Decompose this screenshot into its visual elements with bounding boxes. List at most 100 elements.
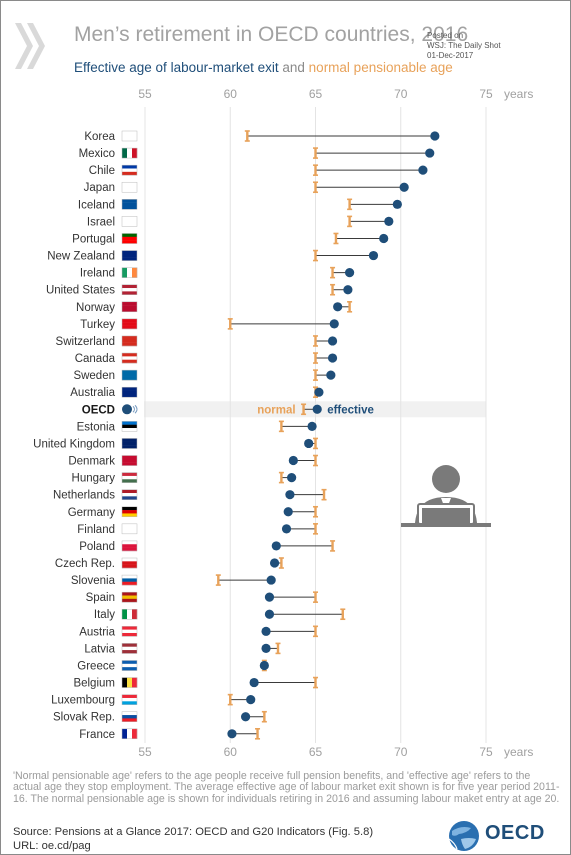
flag-stripe [122, 592, 137, 596]
effective-age-dot [288, 455, 298, 466]
flag-stripe [122, 540, 137, 545]
effective-age-dot [327, 336, 338, 346]
effective-age-dot [240, 712, 251, 722]
double-chevron-icon [15, 23, 45, 69]
effective-age-dot [368, 250, 379, 261]
flag-stripe [132, 677, 138, 688]
flag-stripe [122, 165, 137, 169]
country-label: Israel [87, 216, 115, 228]
oecd-flag-globe [122, 404, 132, 415]
flag-stripe [122, 455, 137, 460]
flag-stripe [122, 564, 137, 569]
country-label: Norway [76, 302, 115, 314]
flag-stripe [122, 506, 137, 511]
credit-overlay: Posted on WSJ: The Daily Shot 01-Dec-2017 [427, 31, 501, 61]
country-label: Australia [70, 387, 115, 399]
flag-stripe [122, 376, 137, 381]
flag-stripe [122, 472, 137, 477]
flag-stripe [122, 387, 137, 391]
x-tick-label-top: 70 [394, 87, 408, 101]
effective-age-dot [399, 182, 409, 192]
effective-age-dot [418, 165, 428, 175]
flag-stripe [122, 629, 137, 634]
flag-stripe [122, 250, 137, 255]
country-label: Germany [68, 507, 116, 519]
flag-stripe [122, 663, 137, 668]
flag-stripe [122, 646, 137, 651]
effective-age-dot [304, 438, 314, 449]
effective-age-dot [314, 387, 324, 397]
url-link[interactable]: URL: oe.cd/pag [13, 840, 91, 852]
flag-stripe [122, 711, 137, 716]
flag-stripe [122, 441, 137, 446]
flag-border [121, 728, 138, 740]
flag-stripe [122, 489, 137, 494]
flag-border [121, 164, 138, 176]
flag-stripe [122, 253, 137, 258]
flag-stripe [122, 718, 137, 722]
x-tick-label-bottom: 65 [309, 745, 323, 759]
dumbbell-chart: 55 55 60 60 65 65 70 70 75 75 years years Korea Mexic… [33, 87, 533, 759]
country-label: OECD [82, 404, 115, 416]
flag-border [121, 386, 138, 398]
effective-annotation: effective [327, 404, 374, 416]
x-tick-label-bottom: 55 [138, 745, 152, 759]
flag-stripe [122, 598, 137, 603]
x-tick-label-top: 65 [309, 87, 323, 101]
flag-stripe [132, 267, 138, 278]
country-label: Luxembourg [51, 695, 115, 707]
flag-stripe [122, 527, 137, 531]
flag-stripe [132, 728, 138, 739]
flag-stripe [122, 479, 137, 483]
country-label: Austria [79, 626, 115, 638]
oecd-logo-text: OECD [485, 822, 545, 844]
flag-stripe [122, 359, 137, 364]
country-label: Greece [77, 660, 115, 672]
subtitle-effective: Effective age of labour-market exit [74, 60, 279, 75]
flag-stripe [122, 223, 137, 227]
flag-stripe [122, 233, 137, 238]
effective-age-dot [264, 592, 275, 602]
flag-stripe [122, 236, 137, 241]
flag-border [121, 694, 138, 705]
flag-stripe [122, 291, 137, 295]
country-label: Denmark [68, 456, 115, 468]
flag-border [121, 199, 138, 210]
footnote: 'Normal pensionable age' refers to the a… [13, 770, 560, 805]
effective-age-dot [261, 626, 271, 636]
country-label: United States [46, 285, 115, 297]
flag-stripe [122, 288, 137, 292]
country-label: Iceland [78, 199, 115, 211]
flag-stripe [122, 701, 137, 705]
flag-stripe [122, 643, 137, 647]
flag-stripe [122, 240, 137, 244]
flag-stripe [122, 335, 137, 340]
x-tick-label-top: 55 [138, 87, 152, 101]
flag-border [121, 233, 138, 244]
flag-stripe [122, 219, 137, 224]
flag-stripe [122, 493, 137, 497]
flag-stripe [122, 462, 137, 466]
effective-age-dot [333, 302, 343, 312]
flag-border [121, 352, 138, 364]
flag-stripe [132, 609, 138, 620]
effective-age-dot [269, 558, 280, 568]
x-tick-label-top: 60 [224, 87, 238, 101]
flag-border [121, 216, 138, 227]
effective-age-dot [227, 729, 237, 739]
flag-border [121, 335, 138, 347]
flag-stripe [122, 301, 137, 306]
effective-age-dot [246, 695, 256, 705]
effective-age-dot [425, 148, 435, 158]
flag-stripe [122, 202, 137, 207]
flag-stripe [122, 373, 137, 377]
x-tick-label-top: 75 [479, 87, 493, 101]
normal-annotation: normal [257, 404, 295, 416]
flag-stripe [122, 216, 137, 220]
flag-stripe [122, 257, 137, 261]
flag-stripe [122, 510, 137, 514]
effective-age-dot [329, 319, 339, 329]
flag-border [121, 574, 138, 586]
flag-stripe [122, 322, 137, 326]
chart-subtitle: Effective age of labour-market exit and … [74, 60, 453, 75]
